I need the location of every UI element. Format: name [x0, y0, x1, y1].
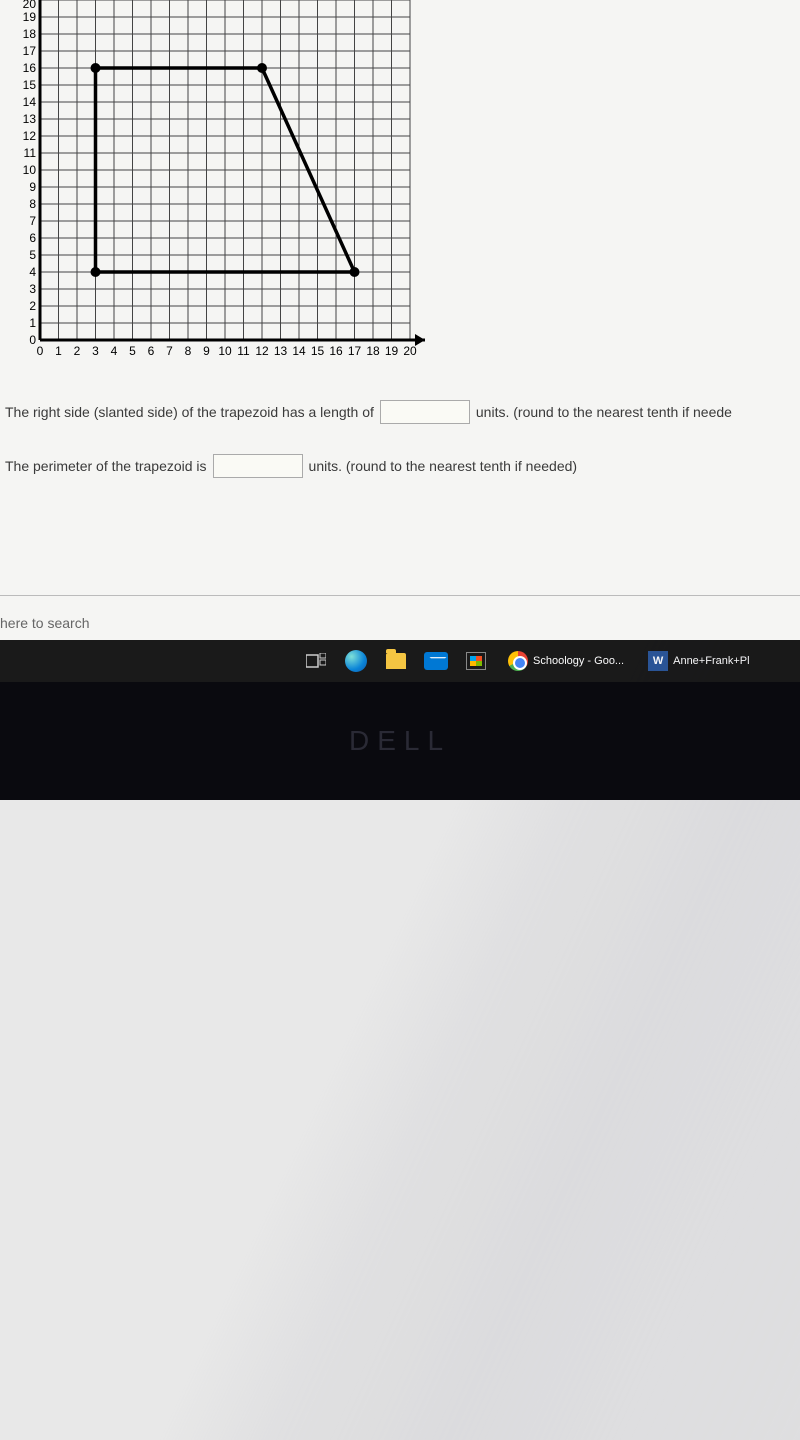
svg-text:9: 9 [203, 344, 210, 358]
q1-answer-input[interactable] [380, 400, 470, 424]
question-1: The right side (slanted side) of the tra… [5, 400, 800, 424]
svg-text:16: 16 [23, 61, 37, 75]
svg-text:4: 4 [111, 344, 118, 358]
vertex-bottom-right [350, 267, 360, 277]
mail-app-icon[interactable] [420, 645, 452, 677]
svg-text:0: 0 [29, 333, 36, 347]
coordinate-graph: 0 1 2 3 4 5 6 7 8 9 10 11 12 13 14 15 16… [0, 0, 440, 370]
task-view-icon[interactable] [300, 645, 332, 677]
q1-text-pre: The right side (slanted side) of the tra… [5, 404, 374, 420]
svg-text:18: 18 [366, 344, 380, 358]
q2-text-post: units. (round to the nearest tenth if ne… [309, 458, 578, 474]
svg-text:6: 6 [148, 344, 155, 358]
svg-text:20: 20 [403, 344, 417, 358]
taskbar-word-label: Anne+Frank+Pl [673, 655, 749, 667]
svg-text:17: 17 [23, 44, 37, 58]
svg-text:1: 1 [29, 316, 36, 330]
svg-text:12: 12 [255, 344, 269, 358]
question-area: The right side (slanted side) of the tra… [5, 400, 800, 508]
svg-text:9: 9 [29, 180, 36, 194]
svg-text:6: 6 [29, 231, 36, 245]
svg-text:13: 13 [274, 344, 288, 358]
svg-text:19: 19 [385, 344, 399, 358]
svg-text:7: 7 [29, 214, 36, 228]
edge-browser-icon[interactable] [340, 645, 372, 677]
vertex-top-right [257, 63, 267, 73]
svg-text:8: 8 [185, 344, 192, 358]
word-icon: W [648, 651, 668, 671]
taskbar-chrome-schoology[interactable]: Schoology - Goo... [500, 645, 632, 677]
svg-text:4: 4 [29, 265, 36, 279]
svg-text:3: 3 [92, 344, 99, 358]
svg-text:11: 11 [24, 146, 37, 160]
svg-text:3: 3 [29, 282, 36, 296]
search-bar-text[interactable]: here to search [0, 615, 90, 631]
svg-text:0: 0 [37, 344, 44, 358]
svg-text:15: 15 [311, 344, 325, 358]
svg-text:2: 2 [29, 299, 36, 313]
svg-text:13: 13 [23, 112, 37, 126]
svg-text:10: 10 [218, 344, 232, 358]
svg-text:14: 14 [23, 95, 37, 109]
taskbar-word-doc[interactable]: W Anne+Frank+Pl [640, 645, 757, 677]
svg-text:16: 16 [329, 344, 343, 358]
svg-text:10: 10 [23, 163, 37, 177]
q2-answer-input[interactable] [213, 454, 303, 478]
q2-text-pre: The perimeter of the trapezoid is [5, 458, 207, 474]
question-2: The perimeter of the trapezoid is units.… [5, 454, 800, 478]
svg-text:18: 18 [23, 27, 37, 41]
ms-store-icon[interactable] [460, 645, 492, 677]
divider-line [0, 595, 800, 596]
svg-text:5: 5 [129, 344, 136, 358]
laptop-bezel-area: DELL [0, 682, 800, 800]
svg-text:17: 17 [348, 344, 362, 358]
svg-text:20: 20 [23, 0, 37, 11]
windows-taskbar[interactable]: Schoology - Goo... W Anne+Frank+Pl [0, 640, 800, 682]
worksheet-content: 0 1 2 3 4 5 6 7 8 9 10 11 12 13 14 15 16… [0, 0, 800, 640]
q1-text-post: units. (round to the nearest tenth if ne… [476, 404, 732, 420]
taskbar-chrome-label: Schoology - Goo... [533, 655, 624, 667]
vertex-bottom-left [91, 267, 101, 277]
vertex-top-left [91, 63, 101, 73]
svg-text:11: 11 [237, 344, 250, 358]
graph-svg: 0 1 2 3 4 5 6 7 8 9 10 11 12 13 14 15 16… [0, 0, 440, 370]
svg-text:2: 2 [74, 344, 81, 358]
svg-text:1: 1 [55, 344, 62, 358]
svg-text:8: 8 [29, 197, 36, 211]
chrome-icon [508, 651, 528, 671]
dell-logo: DELL [349, 725, 451, 757]
svg-text:15: 15 [23, 78, 37, 92]
svg-text:19: 19 [23, 10, 37, 24]
file-explorer-icon[interactable] [380, 645, 412, 677]
svg-text:7: 7 [166, 344, 173, 358]
svg-text:12: 12 [23, 129, 37, 143]
svg-text:14: 14 [292, 344, 306, 358]
svg-text:5: 5 [29, 248, 36, 262]
